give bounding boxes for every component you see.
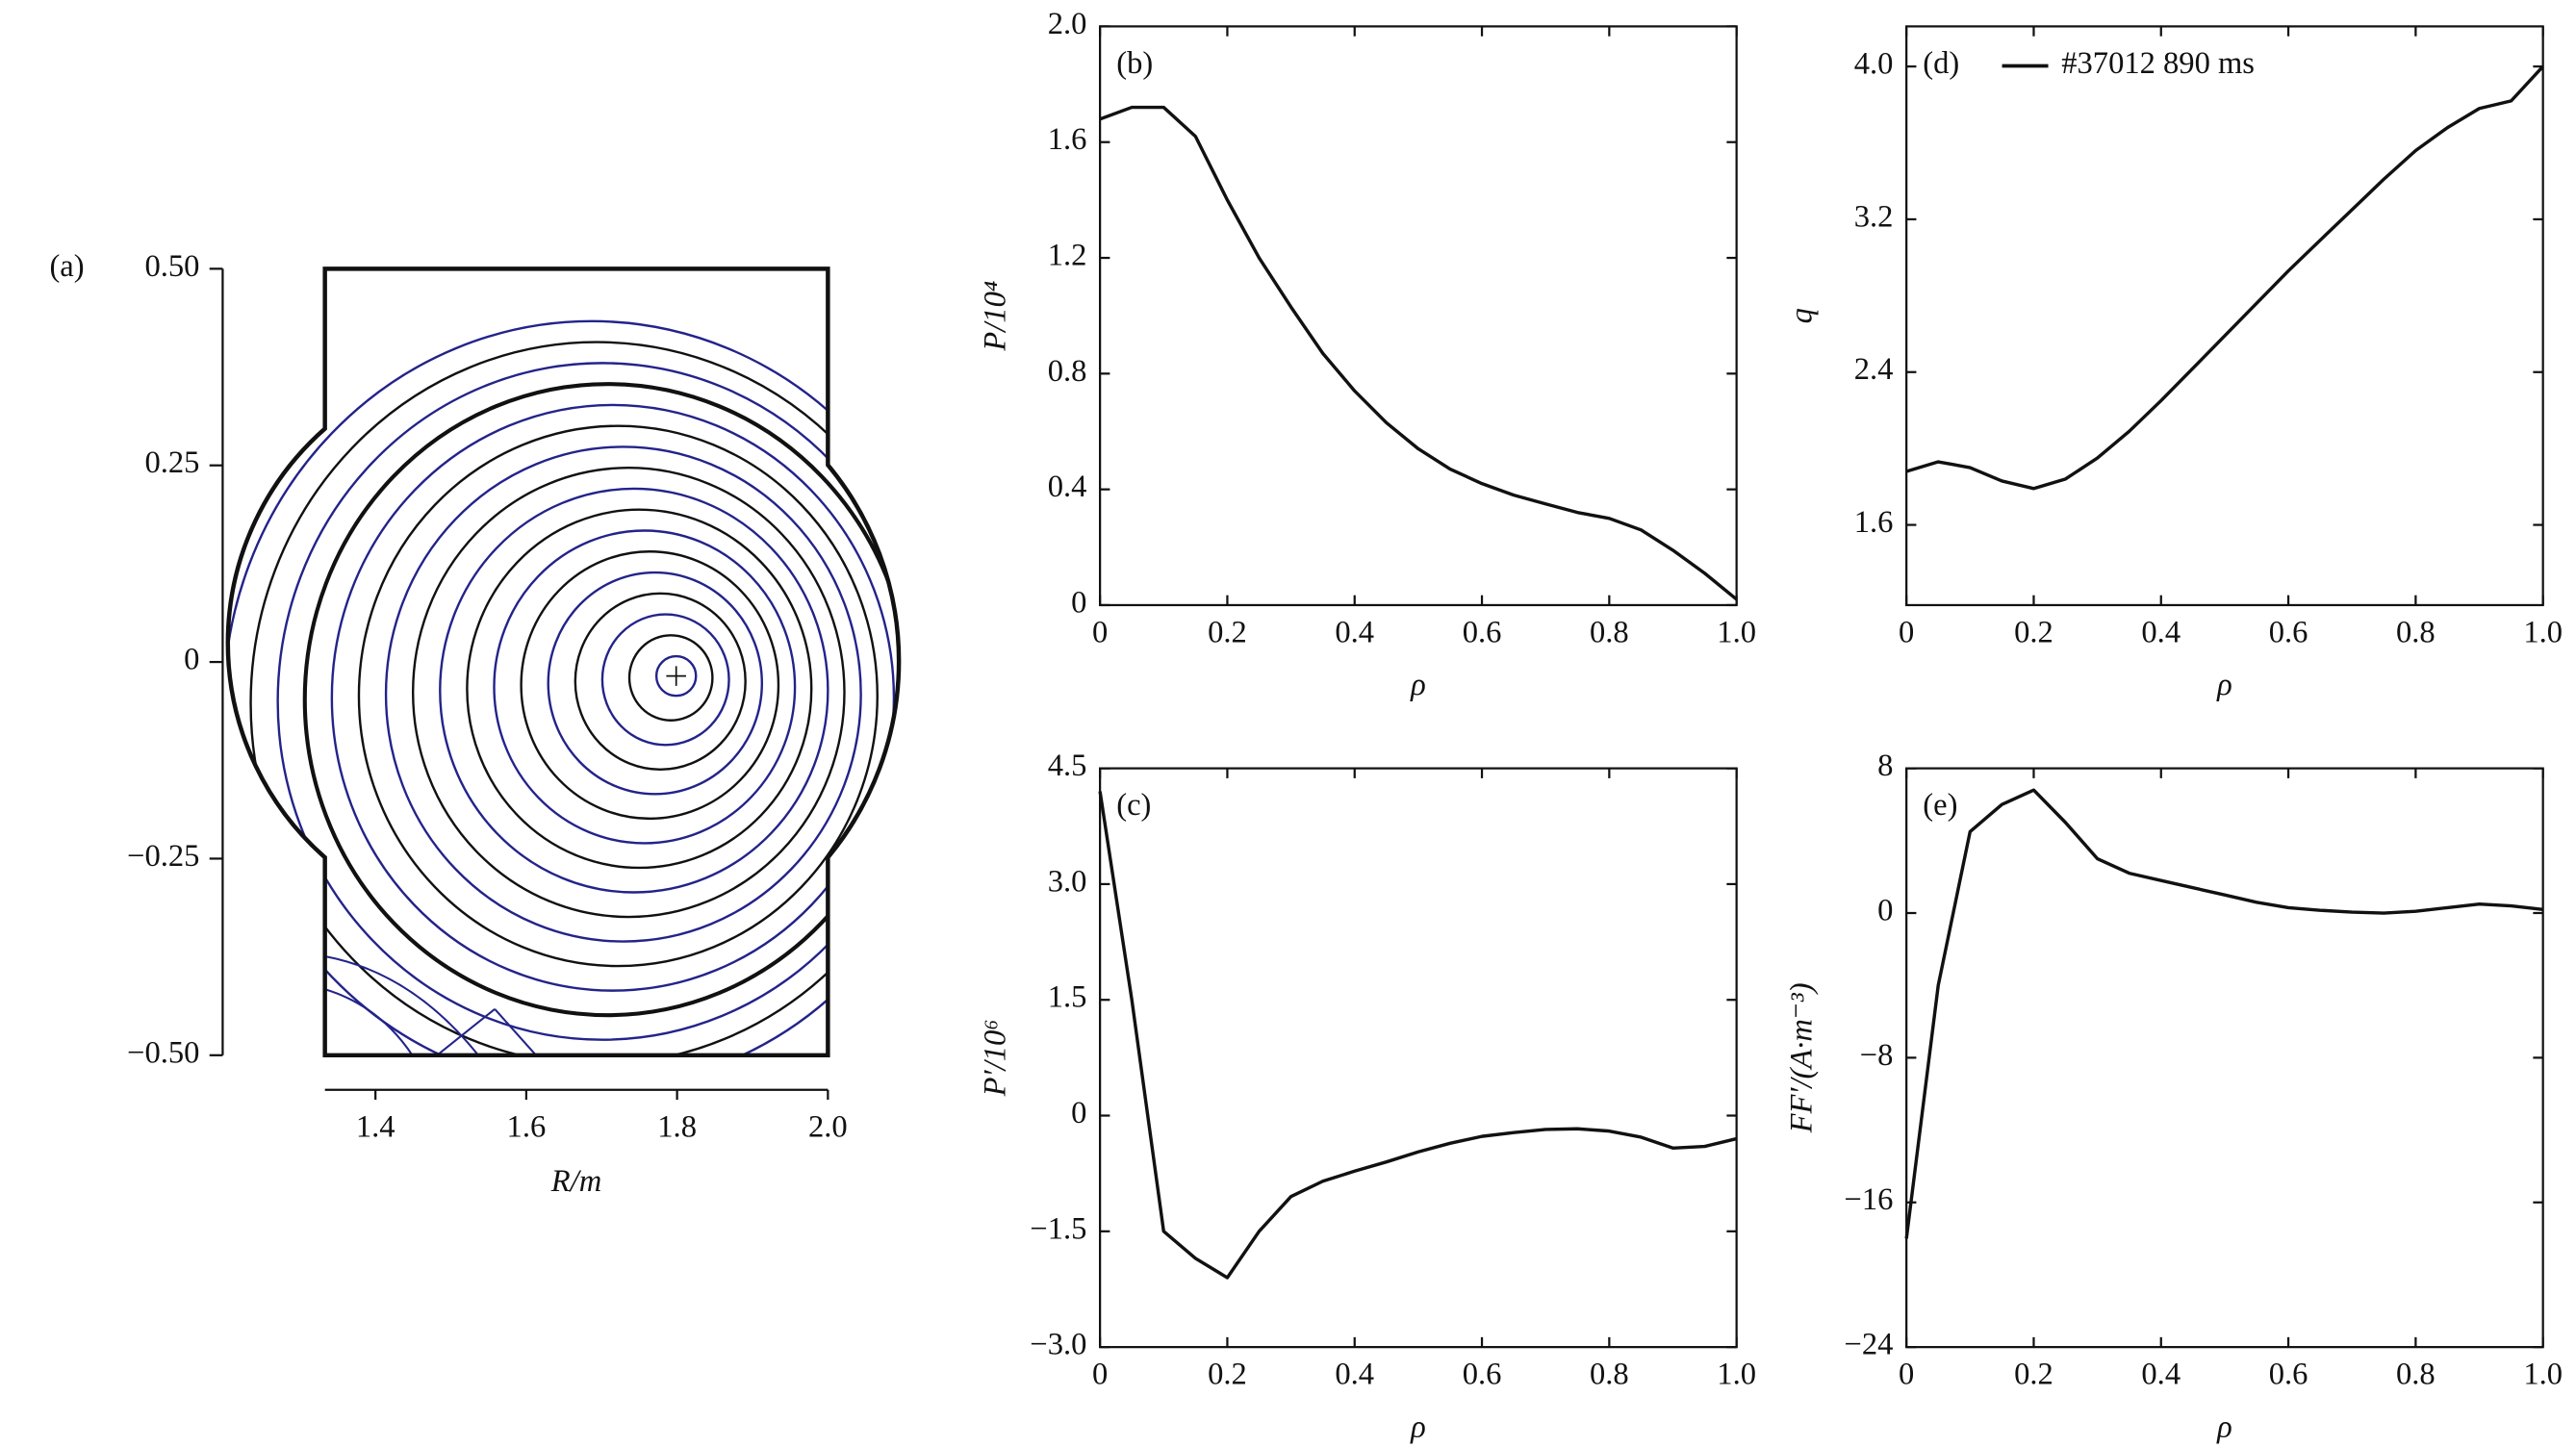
x-axis-label: ρ [1410,668,1426,702]
x-tick-label: 0.2 [1208,1357,1247,1391]
flux-surface [654,654,698,698]
panel-label: (a) [49,249,84,284]
x-tick-label: 2.0 [808,1109,848,1144]
x-tick-label: 0.4 [2141,615,2181,649]
flux-surface [600,613,730,747]
y-tick-label: 4.5 [1048,749,1087,783]
y-axis-label: q [1784,308,1819,323]
y-tick-label: 3.2 [1854,199,1894,234]
flux-surface [357,424,879,968]
y-tick-label: 0.25 [144,445,199,480]
y-tick-label: 3.0 [1048,864,1087,899]
panel-label: (b) [1116,46,1153,81]
x-tick-label: 1.0 [1717,615,1756,649]
flux-surface [227,319,900,1055]
y-axis-label: FF′/(A·m⁻³) [1784,982,1819,1133]
flux-surfaces [227,319,900,1055]
y-tick-label: −8 [1860,1038,1894,1073]
x-tick-label: 0.2 [1208,615,1247,649]
flux-surface [493,529,797,845]
legend-label: #37012 890 ms [2061,46,2255,81]
x-tick-label: 0 [1899,1357,1914,1391]
x-tick-label: 0 [1092,615,1108,649]
y-tick-label: 0 [1071,585,1086,620]
flux-surface [384,445,862,943]
y-tick-label: −16 [1845,1182,1894,1217]
data-line [1905,64,2544,491]
y-tick-label: 0 [1877,893,1893,927]
flux-surface [439,487,829,894]
y-tick-label: −0.50 [127,1035,199,1070]
x-tick-label: 1.8 [657,1109,697,1144]
panel-label: (c) [1116,788,1151,823]
flux-surface [627,634,714,722]
y-tick-label: 1.2 [1048,239,1087,273]
x-tick-label: 0.2 [2014,615,2053,649]
x-tick-label: 0.4 [1335,615,1374,649]
x-axis-label: ρ [2216,668,2232,702]
flux-surface [249,341,900,1055]
y-tick-label: 0.50 [144,249,199,284]
plot-frame [1099,25,1738,607]
y-axis-label: P/10⁴ [978,281,1012,352]
x-tick-label: 0.4 [1335,1357,1374,1391]
flux-surface [411,466,846,919]
x-tick-label: 0.6 [1463,1357,1502,1391]
x-tick-label: 1.0 [2523,1357,2563,1391]
plot-frame [1099,767,1738,1349]
flux-surface [330,403,896,992]
y-tick-label: 1.6 [1048,122,1087,157]
y-tick-label: 4.0 [1854,47,1894,82]
x-tick-label: 0.8 [2396,1357,2436,1391]
flux-surface [574,592,747,772]
y-tick-label: 2.4 [1854,352,1894,387]
y-tick-label: 8 [1877,749,1893,783]
flux-surface [520,550,780,821]
x-axis-label: R/m [550,1164,601,1199]
x-tick-label: 1.0 [2523,615,2563,649]
y-axis-label: P′/10⁶ [978,1019,1012,1097]
y-tick-label: 2.0 [1048,7,1087,41]
x-tick-label: 0.6 [1463,615,1502,649]
x-tick-label: 1.6 [507,1109,547,1144]
x-axis-label: ρ [1410,1409,1426,1444]
data-line [1099,105,1738,601]
plot-frame [1905,25,2544,607]
x-tick-label: 0.2 [2014,1357,2053,1391]
y-tick-label: 0.8 [1048,354,1087,389]
x-tick-label: 0.6 [2269,615,2308,649]
divertor-legs [324,954,537,1055]
x-tick-label: 0.6 [2269,1357,2308,1391]
y-tick-label: −24 [1845,1328,1894,1362]
data-line [1904,788,2543,1239]
panel-label: (d) [1923,46,1959,81]
flux-surface [547,571,764,796]
x-tick-label: 0.8 [1590,615,1629,649]
magnetic-axis [666,666,686,686]
x-tick-label: 1.4 [356,1109,395,1144]
x-tick-label: 0 [1092,1357,1108,1391]
y-tick-label: 1.5 [1048,980,1087,1015]
panel-label: (e) [1923,788,1957,823]
flux-surface [276,362,900,1041]
y-tick-label: 0 [1071,1096,1086,1130]
y-tick-label: −3.0 [1030,1328,1086,1362]
y-tick-label: 0 [184,643,199,677]
data-line [1098,791,1738,1280]
x-tick-label: 0.8 [1590,1357,1629,1391]
x-tick-label: 0 [1899,615,1914,649]
y-tick-label: 0.4 [1048,470,1087,504]
y-tick-label: 1.6 [1854,505,1894,540]
y-tick-label: −1.5 [1030,1211,1086,1246]
flux-surface [466,508,813,870]
plot-frame [1905,767,2544,1349]
flux-surface [302,382,900,1018]
y-tick-label: −0.25 [127,839,199,874]
x-tick-label: 1.0 [1717,1357,1756,1391]
vessel-wall [225,267,902,1058]
x-axis-label: ρ [2216,1409,2232,1444]
x-tick-label: 0.8 [2396,615,2436,649]
x-tick-label: 0.4 [2141,1357,2181,1391]
